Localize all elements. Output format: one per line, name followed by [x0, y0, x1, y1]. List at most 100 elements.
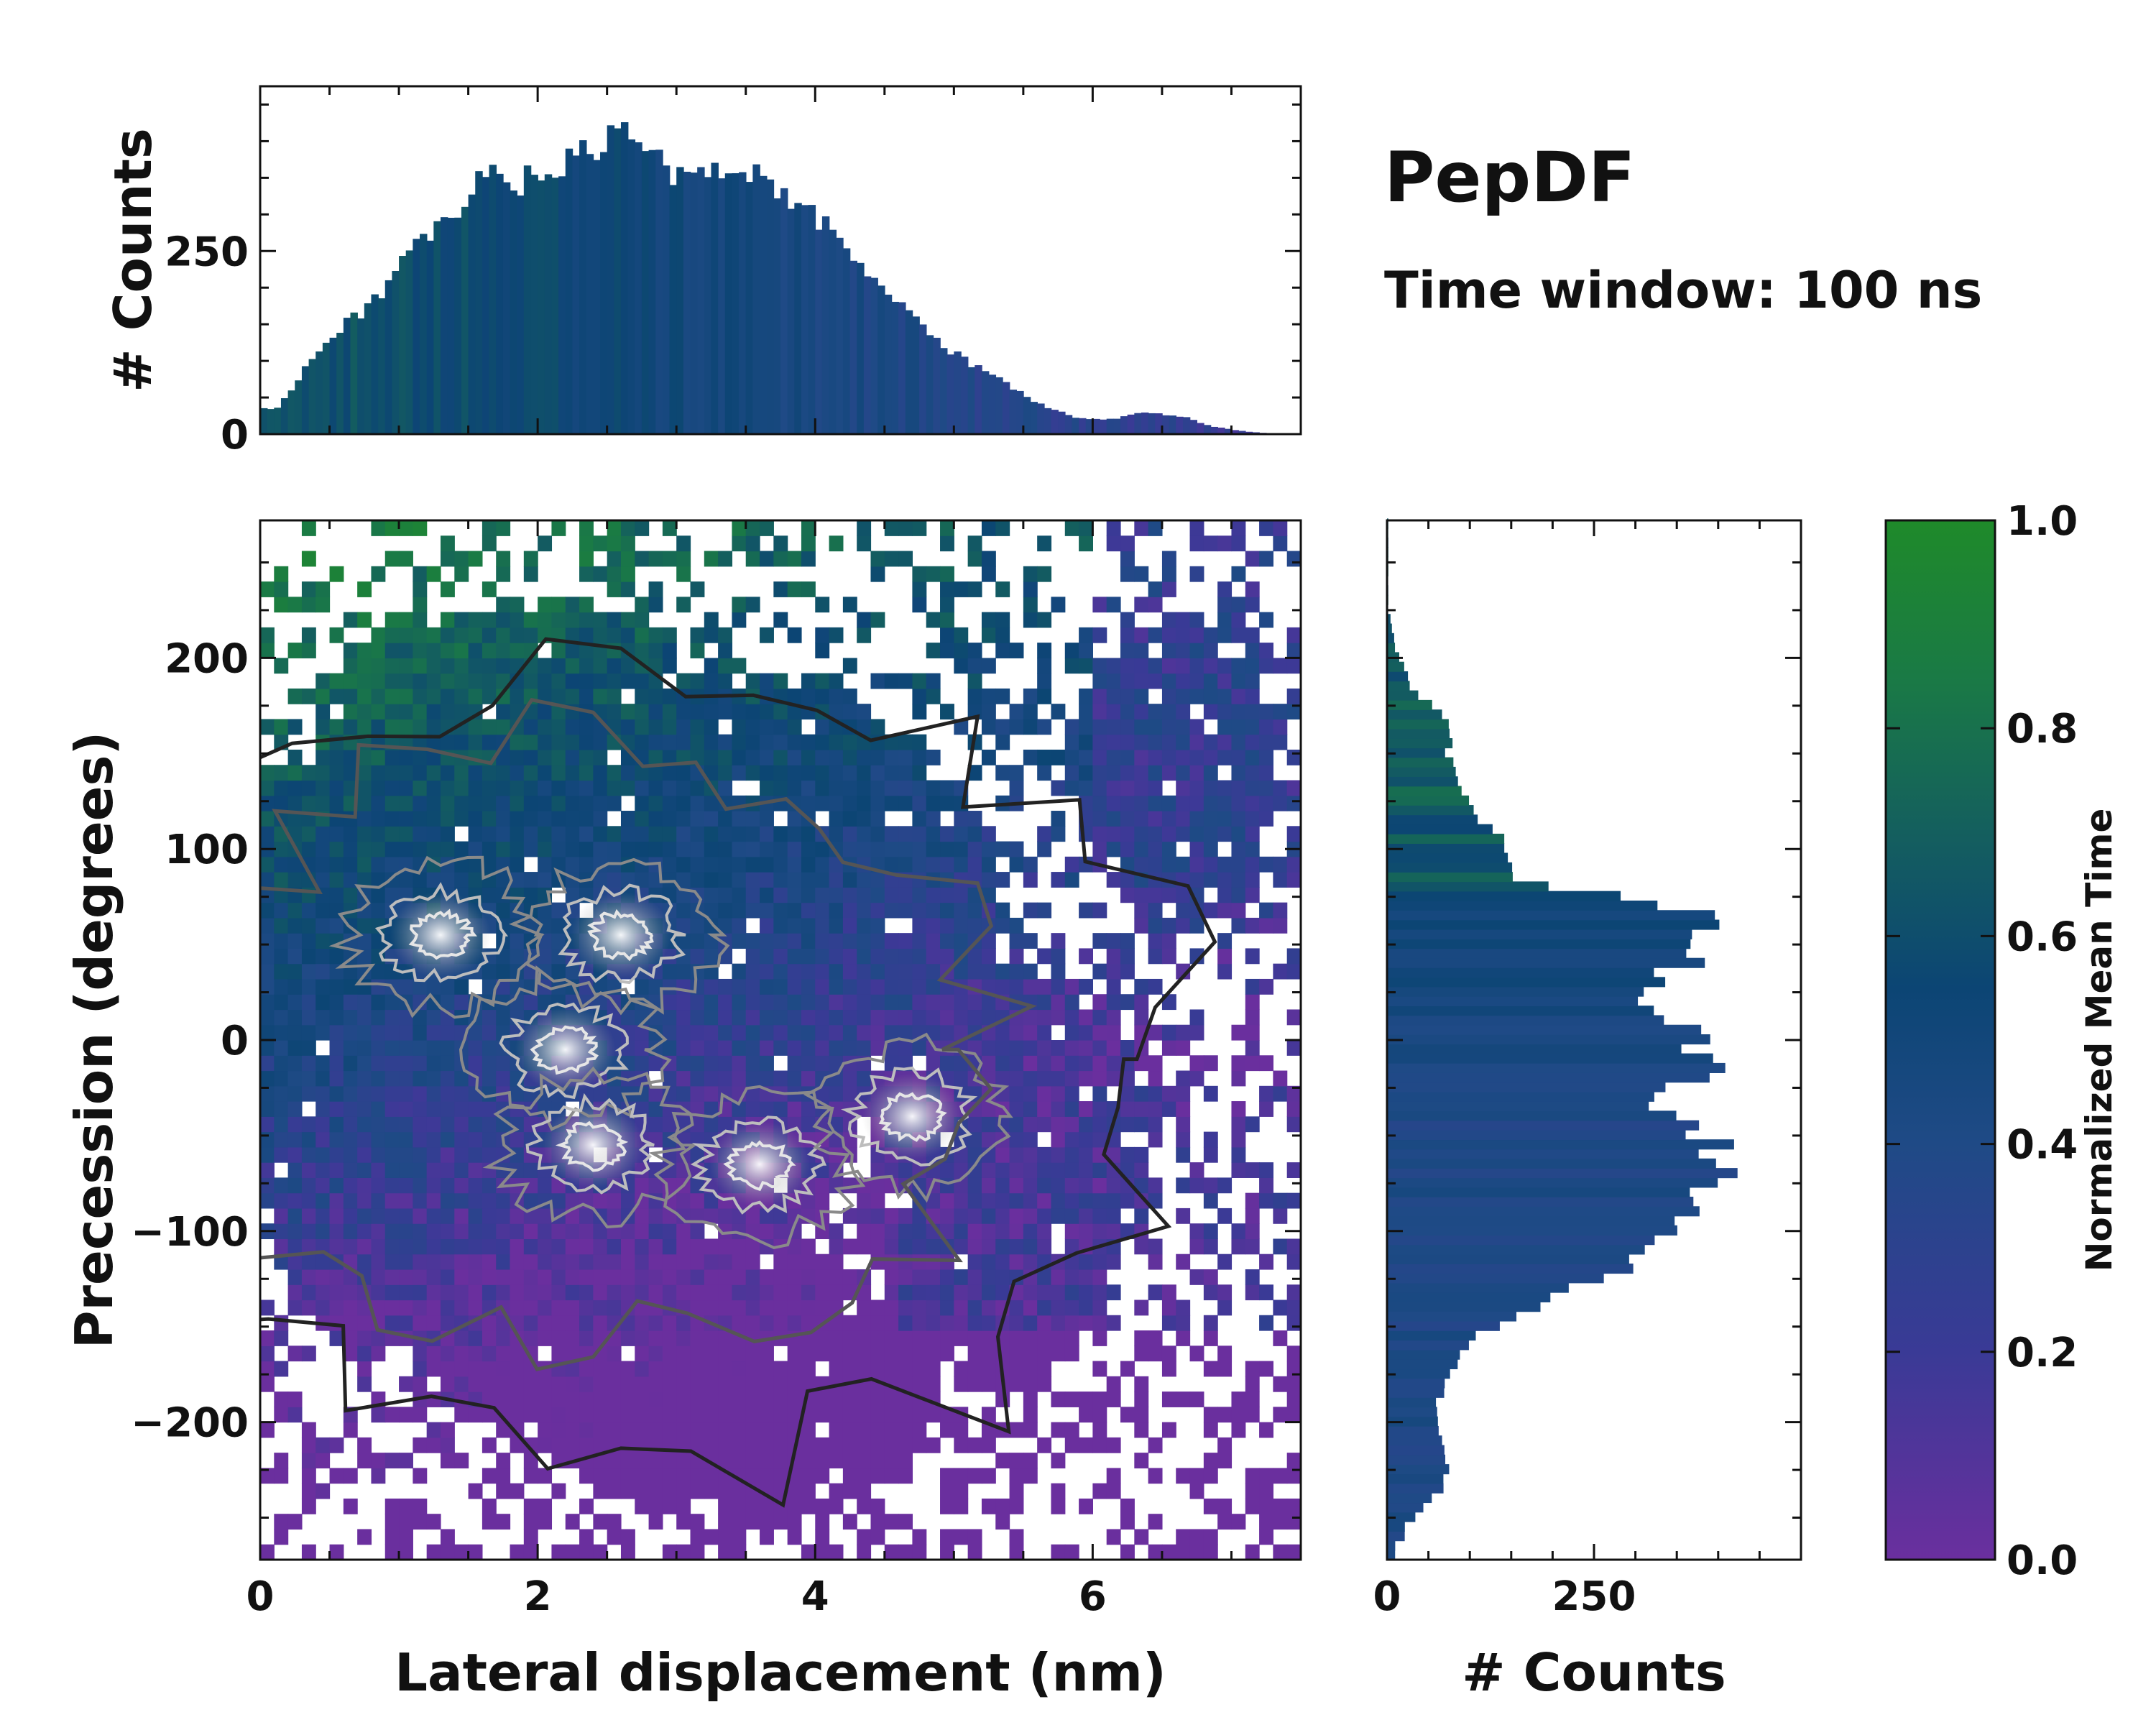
- heatmap-cell: [857, 1040, 872, 1056]
- heatmap-cell: [1259, 780, 1273, 796]
- heatmap-cell: [454, 1101, 469, 1117]
- heatmap-cell: [1079, 902, 1093, 919]
- heatmap-cell: [454, 704, 469, 720]
- top-histogram-bar: [857, 262, 865, 434]
- heatmap-cell: [620, 1070, 635, 1087]
- heatmap-cell: [413, 688, 428, 704]
- heatmap-cell: [454, 1116, 469, 1133]
- heatmap-cell: [551, 917, 566, 934]
- heatmap-cell: [690, 1392, 705, 1407]
- heatmap-cell: [523, 1407, 538, 1423]
- heatmap-cell: [440, 734, 455, 750]
- heatmap-cell: [718, 1223, 733, 1240]
- heatmap-cell: [301, 581, 316, 597]
- heatmap-cell: [413, 1514, 428, 1530]
- heatmap-cell: [579, 597, 594, 613]
- top-histogram-bar: [1169, 415, 1177, 434]
- right-histogram-bar: [1387, 1340, 1469, 1351]
- heatmap-cell: [413, 658, 428, 674]
- heatmap-cell: [1245, 1407, 1260, 1423]
- heatmap-cell: [1148, 1055, 1163, 1072]
- heatmap-cell: [1203, 734, 1218, 750]
- heatmap-cell: [884, 1223, 899, 1240]
- heatmap-cell: [718, 1055, 733, 1072]
- heatmap-cell: [1161, 1346, 1176, 1362]
- heatmap-cell: [940, 1192, 954, 1209]
- heatmap-cell: [1217, 1284, 1233, 1301]
- heatmap-cell: [676, 1070, 691, 1087]
- heatmap-cell: [1064, 734, 1079, 750]
- heatmap-cell: [829, 872, 844, 888]
- heatmap-cell: [274, 566, 289, 582]
- heatmap-cell: [704, 1437, 719, 1453]
- heatmap-cell: [1092, 1040, 1107, 1056]
- heatmap-cell: [1189, 795, 1204, 811]
- heatmap-cell: [995, 1162, 1010, 1178]
- heatmap-cell: [565, 1422, 580, 1438]
- heatmap-cell: [1259, 1529, 1273, 1545]
- heatmap-cell: [565, 780, 580, 796]
- heatmap-cell: [940, 643, 954, 658]
- heatmap-cell: [482, 673, 497, 689]
- heatmap-cell: [1037, 643, 1052, 658]
- heatmap-cell: [787, 1254, 802, 1270]
- heatmap-cell: [384, 612, 400, 628]
- heatmap-cell: [1134, 597, 1149, 613]
- heatmap-cell: [1189, 688, 1204, 704]
- heatmap-cell: [440, 872, 455, 888]
- heatmap-cell: [551, 1254, 566, 1270]
- heatmap-cell: [690, 1009, 705, 1026]
- heatmap-cell: [482, 1192, 497, 1209]
- heatmap-cell: [384, 811, 400, 827]
- heatmap-cell: [1286, 1407, 1301, 1423]
- heatmap-cell: [690, 872, 705, 888]
- heatmap-cell: [1176, 1300, 1191, 1316]
- heatmap-cell: [413, 1315, 428, 1331]
- heatmap-cell: [1079, 1269, 1093, 1285]
- heatmap-cell: [954, 719, 969, 735]
- heatmap-cell: [760, 902, 774, 919]
- heatmap-cell: [787, 1392, 802, 1407]
- heatmap-cell: [426, 1437, 441, 1453]
- heatmap-cell: [662, 1453, 677, 1469]
- heatmap-cell: [745, 1055, 760, 1072]
- heatmap-cell: [1273, 917, 1288, 934]
- heatmap-cell: [1245, 1544, 1260, 1560]
- heatmap-cell: [593, 1514, 608, 1530]
- heatmap-cell: [635, 1315, 650, 1331]
- heatmap-cell: [842, 688, 857, 704]
- heatmap-cell: [1231, 1146, 1246, 1163]
- heatmap-cell: [842, 1330, 857, 1346]
- heatmap-cell: [857, 535, 872, 552]
- top-histogram-bar: [426, 240, 435, 434]
- heatmap-cell: [926, 1437, 941, 1453]
- heatmap-cell: [301, 1300, 316, 1316]
- heatmap-cell: [384, 749, 400, 765]
- heatmap-cell: [329, 1284, 344, 1301]
- top-histogram-bar: [1141, 412, 1149, 434]
- heatmap-cell: [523, 1269, 538, 1285]
- heatmap-cell: [801, 780, 816, 796]
- heatmap-cell: [884, 826, 899, 842]
- heatmap-cell: [981, 963, 996, 980]
- top-histogram-bar: [954, 351, 962, 434]
- heatmap-cell: [760, 1300, 774, 1316]
- heatmap-cell: [413, 978, 428, 995]
- heatmap-cell: [760, 1407, 774, 1423]
- top-histogram-bar: [815, 229, 823, 434]
- top-histogram-bar: [274, 408, 282, 434]
- heatmap-cell: [1051, 963, 1066, 980]
- heatmap-cell: [384, 1269, 400, 1285]
- heatmap-cell: [301, 1422, 316, 1438]
- heatmap-cell: [1189, 1070, 1204, 1087]
- top-histogram-bar: [655, 150, 663, 434]
- heatmap-cell: [329, 1131, 344, 1148]
- heatmap-cell: [662, 1376, 677, 1392]
- right-histogram-bar: [1387, 1129, 1686, 1141]
- heatmap-cell: [329, 1223, 344, 1240]
- heatmap-cell: [413, 566, 428, 582]
- heatmap-cell: [1106, 1392, 1121, 1407]
- heatmap-cell: [690, 1238, 705, 1255]
- heatmap-cell: [468, 780, 483, 796]
- heatmap-cell: [260, 1116, 275, 1133]
